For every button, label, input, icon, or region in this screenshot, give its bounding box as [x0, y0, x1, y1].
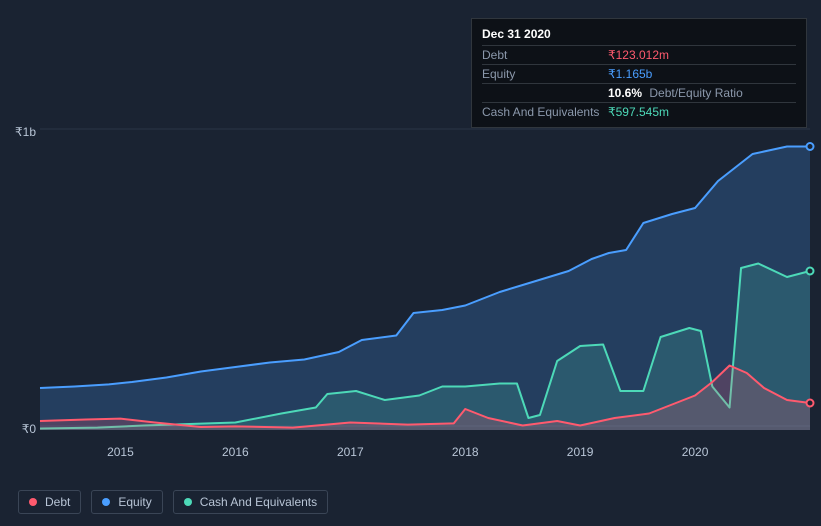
tooltip-ratio-label: Debt/Equity Ratio — [649, 86, 742, 100]
legend: Debt Equity Cash And Equivalents — [18, 490, 328, 514]
legend-dot-icon — [184, 498, 192, 506]
x-axis-label: 2017 — [337, 445, 364, 459]
tooltip-label: Equity — [482, 67, 608, 81]
tooltip-date: Dec 31 2020 — [482, 25, 796, 45]
legend-label: Equity — [118, 495, 151, 509]
tooltip-ratio-value: 10.6% — [608, 86, 642, 100]
y-axis-label: ₹1b — [6, 125, 36, 139]
tooltip-value-equity: ₹1.165b — [608, 67, 652, 81]
x-axis-label: 2015 — [107, 445, 134, 459]
x-axis-label: 2020 — [682, 445, 709, 459]
tooltip-label: Cash And Equivalents — [482, 105, 608, 119]
tooltip-row-debt: Debt ₹123.012m — [482, 45, 796, 64]
legend-item-cash[interactable]: Cash And Equivalents — [173, 490, 328, 514]
legend-dot-icon — [29, 498, 37, 506]
hover-tooltip: Dec 31 2020 Debt ₹123.012m Equity ₹1.165… — [471, 18, 807, 128]
x-axis-label: 2016 — [222, 445, 249, 459]
x-axis-label: 2018 — [452, 445, 479, 459]
tooltip-label: Debt — [482, 48, 608, 62]
legend-item-debt[interactable]: Debt — [18, 490, 81, 514]
tooltip-value-cash: ₹597.545m — [608, 105, 669, 119]
legend-label: Debt — [45, 495, 70, 509]
x-axis-label: 2019 — [567, 445, 594, 459]
tooltip-label — [482, 86, 608, 100]
tooltip-value-debt: ₹123.012m — [608, 48, 669, 62]
tooltip-row-equity: Equity ₹1.165b — [482, 64, 796, 83]
tooltip-row-cash: Cash And Equivalents ₹597.545m — [482, 102, 796, 121]
legend-item-equity[interactable]: Equity — [91, 490, 162, 514]
legend-dot-icon — [102, 498, 110, 506]
tooltip-row-ratio: 10.6% Debt/Equity Ratio — [482, 83, 796, 102]
y-axis-label: ₹0 — [6, 422, 36, 436]
legend-label: Cash And Equivalents — [200, 495, 317, 509]
